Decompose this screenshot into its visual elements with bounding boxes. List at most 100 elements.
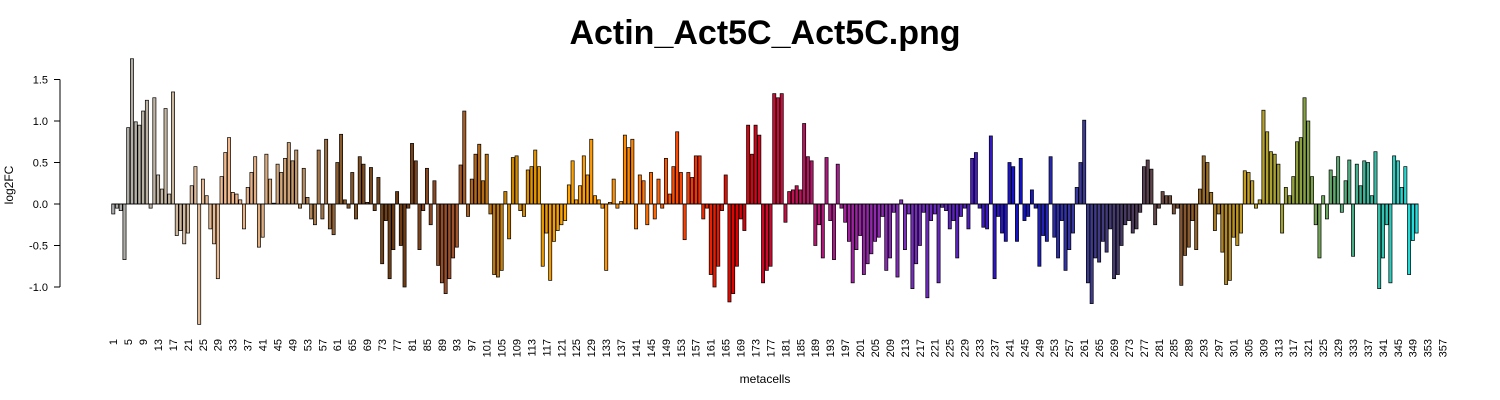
- bar-metacell-107: [507, 203, 512, 240]
- x-tick-label: 57: [317, 339, 329, 351]
- bar-metacell-10: [144, 99, 149, 205]
- bar-metacell-12: [152, 97, 157, 205]
- y-tick-label: 1.5: [33, 75, 48, 87]
- x-tick-label: 149: [661, 339, 673, 357]
- bar-metacell-230: [966, 203, 971, 230]
- bar-metacell-186: [802, 123, 807, 205]
- bar-metacell-249: [1037, 203, 1042, 267]
- bar-metacell-289: [1186, 203, 1191, 248]
- bar-metacell-273: [1127, 203, 1131, 221]
- bar-metacell-106: [503, 191, 508, 205]
- x-tick-label: 117: [541, 339, 553, 357]
- x-tick-label: 349: [1408, 339, 1420, 357]
- bar-metacell-67: [357, 156, 362, 205]
- bar-metacell-51: [298, 203, 302, 209]
- bar-metacell-293: [1201, 155, 1206, 205]
- bar-metacell-245: [1022, 203, 1027, 221]
- x-tick-label: 341: [1378, 339, 1390, 357]
- bar-metacell-336: [1362, 160, 1367, 205]
- bar-metacell-133: [604, 203, 609, 271]
- x-tick-label: 217: [915, 339, 927, 357]
- x-tick-label: 241: [1004, 339, 1016, 357]
- bar-metacell-306: [1250, 180, 1255, 205]
- bar-metacell-9: [141, 110, 146, 205]
- bar-metacell-185: [798, 189, 803, 205]
- x-tick-label: 257: [1064, 339, 1076, 357]
- bar-metacell-329: [1336, 156, 1341, 205]
- bar-metacell-112: [525, 169, 530, 205]
- bar-metacell-146: [652, 203, 657, 220]
- bar-metacell-23: [193, 166, 198, 205]
- bar-metacell-345: [1395, 160, 1400, 205]
- bar-metacell-317: [1291, 176, 1296, 205]
- bar-metacell-229: [962, 203, 967, 209]
- bar-metacell-302: [1235, 203, 1240, 246]
- bar-metacell-239: [1000, 203, 1004, 234]
- x-tick-label: 121: [556, 339, 568, 357]
- x-tick-label: 289: [1184, 339, 1196, 357]
- bar-metacell-323: [1313, 203, 1318, 226]
- bar-metacell-157: [693, 155, 698, 205]
- x-tick-label: 113: [526, 339, 538, 357]
- bar-metacell-279: [1149, 168, 1154, 205]
- bar-metacell-328: [1332, 176, 1337, 205]
- bar-metacell-338: [1369, 195, 1374, 205]
- bar-metacell-286: [1175, 203, 1180, 209]
- x-tick-label: 333: [1348, 339, 1360, 357]
- bar-metacell-170: [742, 203, 747, 231]
- bar-metacell-189: [813, 203, 818, 246]
- bar-metacell-232: [973, 152, 978, 205]
- x-tick-label: 49: [287, 339, 299, 351]
- bar-metacell-145: [649, 172, 653, 205]
- bar-metacell-226: [951, 203, 956, 221]
- bar-metacell-211: [895, 203, 900, 278]
- bar-metacell-138: [622, 134, 627, 205]
- bar-metacell-225: [947, 203, 952, 230]
- bar-metacell-190: [817, 203, 821, 226]
- bar-metacell-290: [1190, 203, 1195, 221]
- bar-metacell-287: [1179, 203, 1184, 286]
- x-tick-label: 201: [855, 339, 867, 357]
- bar-metacell-26: [204, 195, 209, 205]
- bar-metacell-42: [264, 153, 269, 205]
- x-tick-label: 237: [989, 339, 1001, 357]
- bar-metacell-46: [279, 172, 284, 205]
- bar-metacell-3: [118, 203, 123, 211]
- bar-metacell-59: [327, 203, 332, 230]
- bar-metacell-173: [753, 124, 758, 205]
- x-tick-label: 325: [1318, 339, 1330, 357]
- bar-metacell-320: [1302, 97, 1307, 205]
- bar-metacell-27: [208, 203, 213, 230]
- bar-metacell-284: [1168, 195, 1173, 205]
- bar-metacell-313: [1276, 163, 1281, 205]
- bar-metacell-304: [1242, 170, 1247, 205]
- y-tick-label: 0.0: [33, 199, 48, 211]
- bar-metacell-72: [376, 177, 381, 205]
- bar-metacell-60: [331, 203, 336, 236]
- bar-metacell-2: [115, 203, 119, 209]
- bar-metacell-158: [697, 155, 702, 205]
- bar-metacell-174: [757, 134, 762, 205]
- bar-metacell-271: [1119, 203, 1124, 246]
- bar-metacell-172: [749, 153, 754, 205]
- bar-metacell-347: [1403, 166, 1408, 205]
- bar-metacell-17: [171, 91, 175, 205]
- bar-metacell-349: [1410, 203, 1415, 241]
- bar-metacell-213: [903, 203, 907, 251]
- x-tick-label: 185: [795, 339, 807, 357]
- bar-metacell-94: [458, 164, 463, 205]
- x-tick-label: 69: [362, 339, 374, 351]
- bar-metacell-86: [428, 203, 433, 226]
- x-tick-label: 105: [497, 339, 509, 357]
- bar-metacell-19: [178, 203, 183, 231]
- x-tick-label: 225: [945, 339, 957, 357]
- x-tick-label: 281: [1154, 339, 1166, 357]
- bar-metacell-163: [716, 203, 721, 267]
- bar-metacell-263: [1089, 203, 1094, 304]
- bar-metacell-102: [488, 203, 493, 215]
- bar-metacell-117: [544, 203, 549, 234]
- bar-metacell-187: [805, 156, 810, 205]
- x-tick-label: 73: [377, 339, 389, 351]
- bar-metacell-228: [959, 203, 963, 217]
- bar-metacell-159: [701, 203, 706, 220]
